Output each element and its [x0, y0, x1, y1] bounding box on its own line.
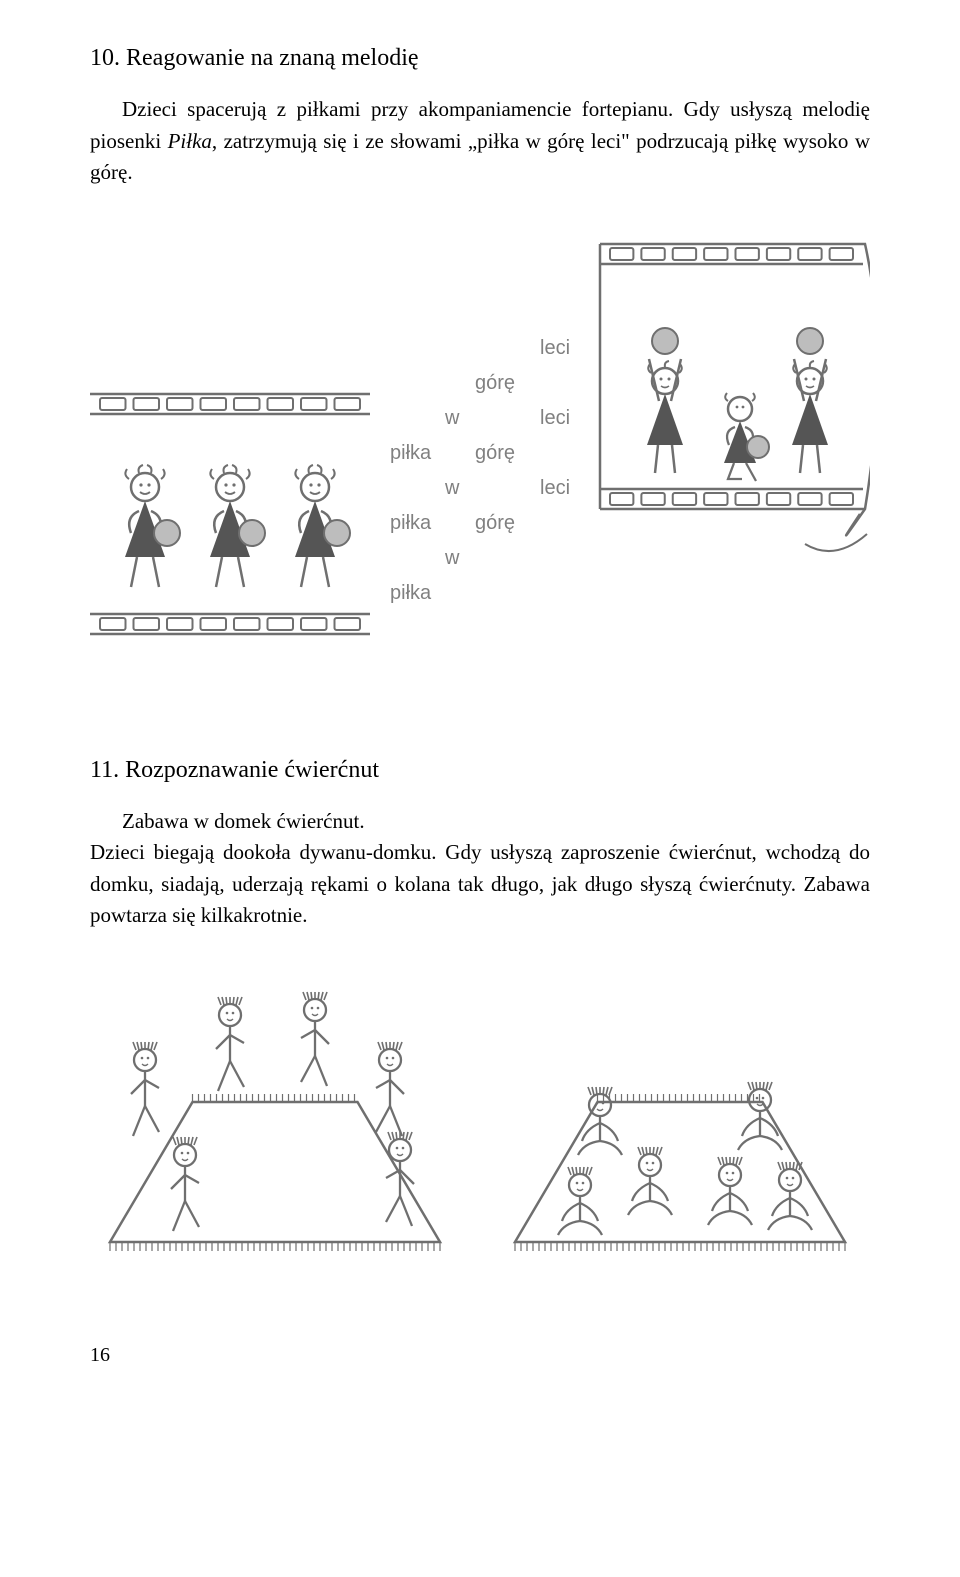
figure-2	[90, 982, 870, 1282]
section-10-body: Dzieci spacerują z piłkami przy akompani…	[90, 94, 870, 189]
svg-text:górę: górę	[475, 442, 515, 464]
section-11-line1: Zabawa w domek ćwierćnut.	[122, 809, 365, 833]
figure-1: piłkawgóręlecipiłkawgóręlecipiłkawgóręle…	[90, 239, 870, 669]
section-10-italic: Piłka	[168, 129, 212, 153]
svg-text:leci: leci	[540, 407, 570, 429]
svg-text:w: w	[444, 407, 460, 429]
section-10-heading: 10. Reagowanie na znaną melodię	[90, 40, 870, 76]
svg-text:leci: leci	[540, 337, 570, 359]
svg-text:w: w	[444, 547, 460, 569]
page-number: 16	[90, 1340, 870, 1370]
svg-text:górę: górę	[475, 372, 515, 394]
svg-text:w: w	[444, 477, 460, 499]
svg-text:leci: leci	[540, 477, 570, 499]
svg-text:piłka: piłka	[390, 442, 432, 464]
svg-text:piłka: piłka	[390, 512, 432, 534]
section-11-rest: Dzieci biegają dookoła dywanu-domku. Gdy…	[90, 840, 870, 927]
section-11-body: Zabawa w domek ćwierćnut. Dzieci biegają…	[90, 806, 870, 932]
svg-text:piłka: piłka	[390, 582, 432, 604]
section-11-heading: 11. Rozpoznawanie ćwierćnut	[90, 752, 870, 788]
svg-text:górę: górę	[475, 512, 515, 534]
